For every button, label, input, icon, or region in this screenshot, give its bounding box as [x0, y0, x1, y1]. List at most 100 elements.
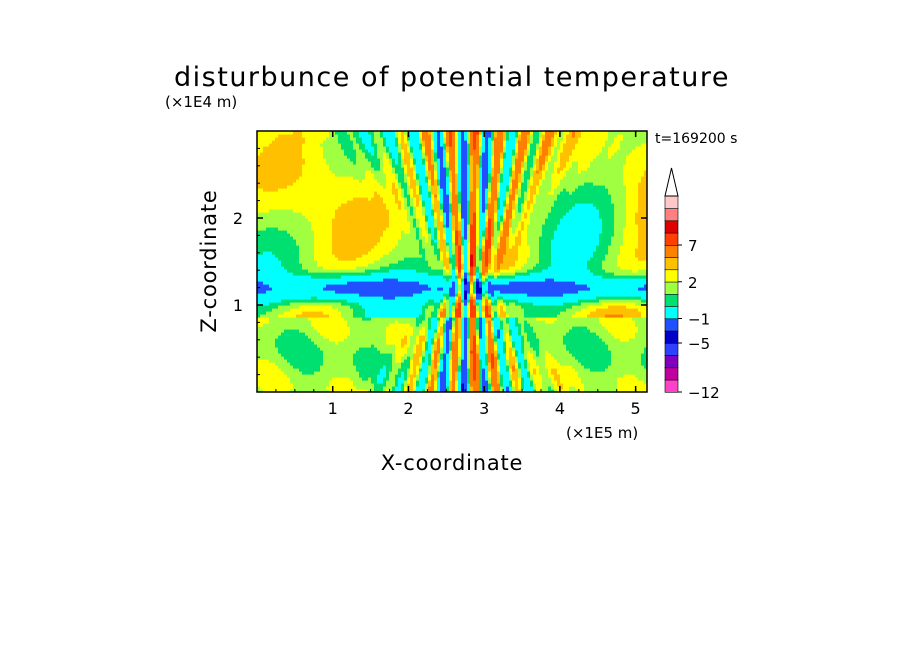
contour-cell	[410, 260, 414, 264]
contour-cell	[281, 218, 285, 222]
contour-cell	[383, 191, 387, 195]
contour-cell	[377, 278, 381, 282]
contour-cell	[263, 374, 267, 378]
contour-cell	[332, 278, 336, 282]
contour-cell	[278, 155, 282, 159]
contour-cell	[278, 308, 282, 312]
contour-cell	[323, 251, 327, 255]
contour-cell	[311, 251, 315, 255]
contour-cell	[341, 131, 345, 135]
contour-cell	[365, 338, 369, 342]
contour-cell	[356, 254, 360, 258]
contour-cell	[317, 233, 321, 237]
contour-cell	[398, 170, 402, 174]
contour-cell	[356, 248, 360, 252]
contour-cell	[374, 380, 378, 384]
contour-cell	[371, 242, 375, 246]
contour-cell	[308, 245, 312, 249]
contour-cell	[416, 188, 420, 192]
contour-cell	[377, 251, 381, 255]
contour-cell	[374, 164, 378, 168]
contour-cell	[296, 164, 300, 168]
contour-cell	[308, 179, 312, 183]
contour-cell	[353, 323, 357, 327]
contour-cell	[416, 158, 420, 162]
contour-cell	[377, 143, 381, 147]
contour-cell	[398, 269, 402, 273]
contour-cell	[344, 224, 348, 228]
contour-cell	[419, 146, 423, 150]
contour-cell	[287, 182, 291, 186]
contour-cell	[323, 314, 327, 318]
contour-cell	[266, 182, 270, 186]
contour-cell	[425, 302, 429, 306]
contour-cell	[374, 275, 378, 279]
contour-cell	[284, 329, 288, 333]
contour-cell	[374, 149, 378, 153]
contour-cell	[302, 305, 306, 309]
contour-cell	[311, 134, 315, 138]
contour-cell	[284, 299, 288, 303]
contour-cell	[413, 245, 417, 249]
contour-cell	[284, 374, 288, 378]
contour-cell	[371, 191, 375, 195]
contour-cell	[347, 269, 351, 273]
contour-cell	[311, 236, 315, 240]
contour-cell	[380, 377, 384, 381]
contour-cell	[272, 137, 276, 141]
contour-cell	[365, 143, 369, 147]
contour-cell	[257, 140, 261, 144]
contour-cell	[308, 161, 312, 165]
contour-cell	[260, 218, 264, 222]
contour-cell	[299, 323, 303, 327]
contour-cell	[353, 329, 357, 333]
contour-cell	[290, 143, 294, 147]
contour-cell	[416, 203, 420, 207]
contour-cell	[377, 344, 381, 348]
contour-cell	[296, 281, 300, 285]
contour-cell	[302, 224, 306, 228]
contour-cell	[320, 296, 324, 300]
contour-cell	[311, 146, 315, 150]
contour-cell	[401, 158, 405, 162]
contour-cell	[425, 377, 429, 381]
contour-cell	[386, 242, 390, 246]
contour-cell	[257, 167, 261, 171]
contour-cell	[359, 146, 363, 150]
contour-cell	[314, 368, 318, 372]
contour-cell	[317, 236, 321, 240]
contour-cell	[290, 314, 294, 318]
contour-cell	[374, 356, 378, 360]
contour-cell	[326, 212, 330, 216]
contour-cell	[317, 377, 321, 381]
contour-cell	[374, 338, 378, 342]
contour-cell	[356, 131, 360, 135]
contour-cell	[398, 302, 402, 306]
contour-cell	[266, 323, 270, 327]
contour-cell	[413, 374, 417, 378]
contour-cell	[293, 308, 297, 312]
contour-cell	[365, 218, 369, 222]
contour-cell	[350, 245, 354, 249]
contour-cell	[416, 326, 420, 330]
contour-cell	[320, 320, 324, 324]
contour-cell	[290, 236, 294, 240]
contour-cell	[281, 353, 285, 357]
contour-cell	[359, 131, 363, 135]
contour-cell	[281, 296, 285, 300]
contour-cell	[260, 167, 264, 171]
contour-cell	[365, 302, 369, 306]
contour-cell	[398, 365, 402, 369]
contour-cell	[398, 338, 402, 342]
contour-cell	[332, 284, 336, 288]
contour-cell	[278, 296, 282, 300]
contour-cell	[422, 245, 426, 249]
contour-cell	[389, 212, 393, 216]
contour-cell	[317, 140, 321, 144]
contour-cell	[263, 233, 267, 237]
contour-cell	[401, 200, 405, 204]
contour-cell	[257, 203, 261, 207]
contour-cell	[281, 350, 285, 354]
contour-cell	[392, 293, 396, 297]
contour-cell	[386, 155, 390, 159]
